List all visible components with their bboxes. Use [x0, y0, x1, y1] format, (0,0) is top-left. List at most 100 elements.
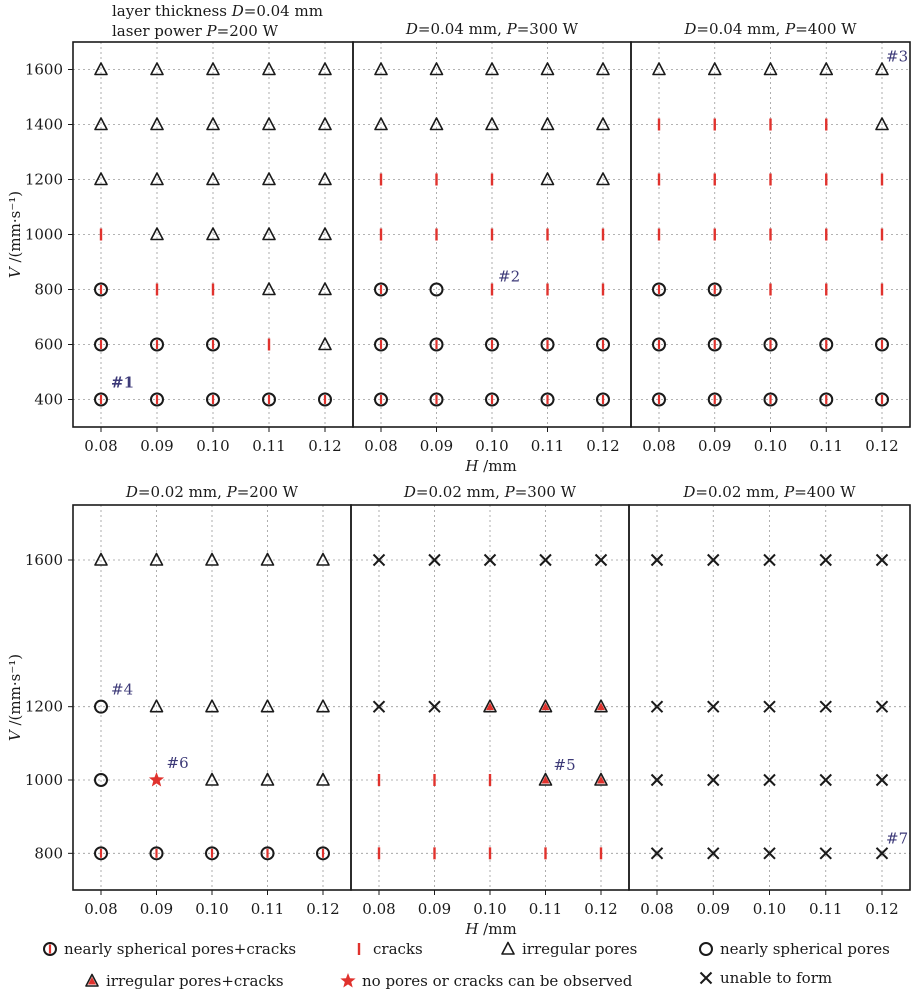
annotation-label: #1 [111, 374, 134, 392]
marker-SC [374, 282, 388, 297]
x-tick-label: 0.11 [809, 900, 842, 918]
marker-T [652, 62, 666, 76]
panel-title: D=0.02 mm, P=200 W [125, 483, 299, 501]
legend-item: cracks [357, 940, 423, 958]
marker-T [318, 227, 332, 241]
marker-T [94, 62, 108, 76]
marker-SC [149, 846, 164, 861]
panel-title-line: laser power P=200 W [112, 22, 279, 40]
x-tick-label: 0.09 [697, 900, 730, 918]
panel-r2-p2: 0.08 0.09 0.10 0.11 0.12 D=0.02 mm, P=300 W #5 [350, 483, 630, 918]
marker-T [205, 552, 219, 566]
marker-SC [819, 337, 834, 352]
marker-X [707, 847, 720, 860]
marker-SC [540, 337, 555, 352]
x-tick-label: 0.08 [362, 900, 395, 918]
y-tick-label: 1400 [25, 116, 63, 134]
marker-SC [707, 392, 722, 407]
x-tick-label: 0.10 [473, 900, 506, 918]
marker-X [707, 700, 720, 713]
marker-TC [85, 973, 99, 987]
marker-SC [485, 392, 499, 407]
marker-SC [875, 337, 889, 352]
marker-S [699, 942, 713, 956]
marker-ST [148, 772, 165, 787]
legend-label: nearly spherical pores [720, 940, 890, 958]
y-tick-label: 400 [34, 391, 63, 409]
marker-ST [340, 973, 356, 988]
annotation-label: #3 [886, 48, 908, 66]
marker-T [260, 699, 275, 713]
marker-T [262, 227, 276, 241]
marker-T [316, 772, 330, 786]
marker-X [763, 847, 776, 860]
panel-frame [628, 504, 911, 891]
marker-T [316, 552, 330, 566]
legend-label: irregular pores+cracks [106, 972, 284, 990]
annotation-label: #6 [167, 754, 189, 772]
marker-T [150, 62, 164, 76]
marker-T [206, 117, 220, 131]
legend: nearly spherical pores+cracks cracks irreg… [43, 940, 890, 990]
marker-T [429, 62, 444, 76]
marker-T [429, 117, 444, 131]
panel-frame [350, 504, 630, 891]
marker-SC [652, 282, 666, 297]
legend-label: cracks [373, 940, 423, 958]
marker-X [819, 700, 832, 713]
marker-T [94, 117, 108, 131]
marker-T [206, 227, 220, 241]
marker-X [819, 847, 832, 860]
x-tick-label: 0.11 [529, 900, 562, 918]
x-tick-label: 0.08 [640, 900, 673, 918]
x-tick-label: 0.09 [418, 900, 451, 918]
marker-T [485, 117, 499, 131]
marker-SC [596, 392, 610, 407]
marker-TC [594, 699, 608, 713]
marker-T [149, 552, 164, 566]
marker-T [318, 117, 332, 131]
marker-T [875, 117, 889, 131]
marker-SC [262, 392, 276, 407]
marker-T [262, 172, 276, 186]
marker-T [262, 117, 276, 131]
marker-S [429, 282, 444, 297]
marker-X [875, 773, 889, 787]
marker-T [206, 62, 220, 76]
marker-SC [318, 392, 332, 407]
legend-item: irregular pores+cracks [85, 972, 284, 990]
marker-X [707, 773, 720, 787]
marker-S [94, 699, 108, 714]
marker-X [428, 553, 441, 567]
panel-r2-p3: 0.08 0.09 0.10 0.11 0.12 D=0.02 mm, P=400 W #7 [628, 483, 911, 918]
legend-label: unable to form [720, 969, 832, 987]
marker-TC [483, 699, 497, 713]
marker-X [594, 553, 608, 567]
legend-item: nearly spherical pores+cracks [43, 940, 296, 958]
x-tick-label: 0.08 [84, 437, 117, 455]
marker-X [372, 553, 386, 567]
marker-TC [538, 772, 553, 786]
marker-T [149, 699, 164, 713]
marker-SC [707, 337, 722, 352]
marker-X [819, 553, 832, 567]
marker-SC [94, 282, 108, 297]
marker-SC [206, 392, 220, 407]
marker-SC [260, 846, 275, 861]
x-axis-label: H /mm [464, 920, 516, 938]
marker-T [875, 62, 889, 76]
marker-SC [316, 846, 330, 861]
marker-T [501, 941, 515, 955]
marker-X [763, 773, 776, 787]
marker-X [707, 553, 720, 567]
x-tick-label: 0.10 [753, 900, 786, 918]
marker-X [650, 847, 664, 860]
x-axis-label: H /mm [464, 457, 516, 475]
marker-SC [150, 337, 164, 352]
marker-X [875, 700, 889, 713]
marker-T [260, 772, 275, 786]
legend-item: irregular pores [501, 940, 637, 958]
marker-SC [43, 942, 57, 956]
y-tick-label: 600 [34, 336, 63, 354]
marker-T [318, 62, 332, 76]
